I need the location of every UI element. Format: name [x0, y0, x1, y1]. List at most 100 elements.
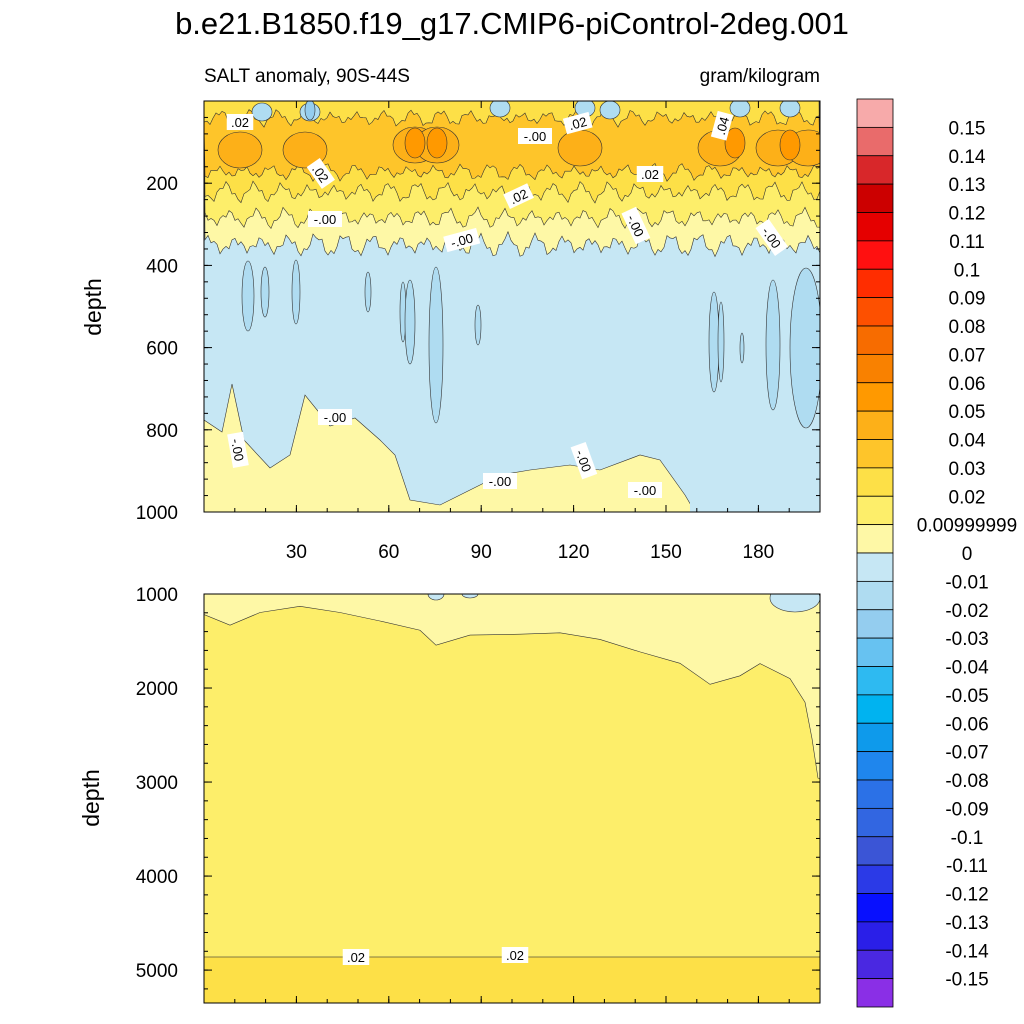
colorbar-label: -0.09 [945, 799, 988, 820]
fill-neg2 [779, 101, 801, 118]
contour-label: -.00 [570, 441, 598, 480]
fill-pos4 [282, 131, 328, 169]
contour-label-bg [443, 227, 481, 253]
colorbar-swatch [856, 978, 894, 1008]
colorbar-swatch [856, 694, 894, 724]
colorbar-swatch [856, 382, 894, 412]
contour-label-text: .02 [347, 950, 365, 965]
colorbar-label: -0.1 [951, 828, 984, 849]
fill-neg2 [474, 304, 482, 346]
contour-label-text: .04 [713, 115, 732, 136]
colorbar-label: 0.08 [949, 317, 986, 338]
fill-deep-neg1 [690, 490, 820, 512]
contour-label-bg [308, 211, 342, 227]
contour-label: -.00 [318, 409, 352, 425]
fill-neg2 [717, 301, 725, 383]
left-string: SALT anomaly, 90S-44S [204, 66, 410, 87]
colorbar-swatch [856, 893, 894, 923]
colorbar-label: 0.02 [949, 487, 986, 508]
colorbar-label: 0.03 [949, 459, 986, 480]
colorbar-swatch [856, 353, 894, 384]
y-tick-label: 2000 [136, 679, 178, 700]
contour-label: .02 [501, 947, 529, 963]
colorbar-swatch [856, 609, 894, 639]
colorbar-swatch [856, 268, 894, 299]
contour-label-bg [306, 157, 335, 189]
fill-neg2 [428, 266, 444, 424]
colorbar-swatch [856, 751, 894, 781]
fill-pos5 [779, 129, 801, 161]
contour-label-bg [562, 111, 593, 135]
fill-neg2 [291, 259, 301, 325]
contour-label-text: -.00 [634, 483, 656, 498]
colorbar-swatch [856, 722, 894, 753]
fill-neg2 [489, 101, 511, 118]
contour-label: -.00 [518, 128, 552, 144]
contour-label-bg [621, 206, 651, 245]
x-tick-label: 60 [378, 542, 399, 563]
x-tick-label: 150 [650, 542, 682, 563]
colorbar-label: -0.02 [945, 601, 988, 622]
x-tick-label: 180 [743, 542, 775, 563]
colorbar-label: 0.07 [949, 345, 986, 366]
contour-label: .02 [636, 166, 664, 182]
contour-label-text: -.00 [228, 438, 247, 463]
contour-label-bg [755, 218, 789, 256]
contour-label-text: -.00 [314, 212, 336, 227]
contour-label-text: -.00 [449, 230, 475, 250]
colorbar-label: -0.14 [945, 941, 989, 962]
fill-neg2 [739, 332, 745, 364]
colorbar-swatch [856, 580, 894, 611]
y-tick-label: 1000 [136, 503, 178, 524]
contour-label-text: .02 [506, 948, 524, 963]
fill-neg2 [729, 101, 751, 118]
contour-label: .02 [562, 111, 593, 135]
contour-label-bg [483, 473, 517, 489]
colorbar-swatch [856, 921, 894, 951]
contour-label: -.00 [628, 482, 662, 498]
colorbar-label: 0.00999999 [917, 516, 1017, 537]
colorbar-label: 0.04 [949, 431, 986, 452]
upper-y-axis-label: depth [80, 278, 106, 336]
y-tick-label: 1000 [136, 585, 178, 606]
contour-label-text: -.00 [489, 474, 511, 489]
fill-neg2 [241, 260, 255, 332]
colorbar-label: -0.04 [945, 658, 989, 679]
contour-label-text: -.00 [573, 448, 595, 474]
colorbar-swatch [856, 98, 894, 128]
upper-panel: SALT anomaly, 90S-44S gram/kilogram dept… [80, 66, 821, 563]
contour-label-text: .02 [641, 167, 659, 182]
colorbar-swatch [856, 325, 894, 355]
fill-neg2 [789, 267, 820, 429]
y-tick-label: 600 [146, 339, 178, 360]
fill-neg2 [364, 271, 372, 313]
colorbar-label: 0.11 [949, 232, 985, 253]
contour-label-bg [518, 128, 552, 144]
colorbar-swatch [856, 637, 894, 667]
colorbar-swatch [856, 240, 894, 270]
contour-label: -.00 [308, 211, 342, 227]
y-tick-label: 5000 [136, 961, 178, 982]
fill-pos3 [204, 109, 820, 182]
x-tick-label: 120 [558, 542, 590, 563]
fill-neg3 [304, 101, 316, 121]
colorbar: 0.15 0.14 0.13 0.12 0.11 0.1 0.09 0.08 0.07 0.06 0… [856, 98, 1017, 1008]
fill-neg2 [260, 266, 270, 318]
colorbar-swatch [856, 779, 894, 809]
fill-neg2 [599, 101, 621, 120]
colorbar-swatch [856, 949, 894, 980]
fill-pos5 [404, 127, 426, 159]
y-tick-label: 800 [146, 421, 178, 442]
fill-neg2 [404, 279, 416, 365]
colorbar-label: -0.13 [945, 913, 988, 934]
contour-label-text: .02 [567, 114, 588, 133]
contour-label-bg [570, 441, 598, 480]
colorbar-swatch [856, 183, 894, 213]
contour-label: .04 [710, 110, 734, 141]
colorbar-swatch [856, 439, 894, 469]
contour-label-bg [227, 431, 249, 468]
colorbar-swatch [856, 212, 894, 242]
chart-title: b.e21.B1850.f19_g17.CMIP6-piControl-2deg… [175, 6, 849, 41]
lower-y-axis-label: depth [78, 769, 104, 827]
